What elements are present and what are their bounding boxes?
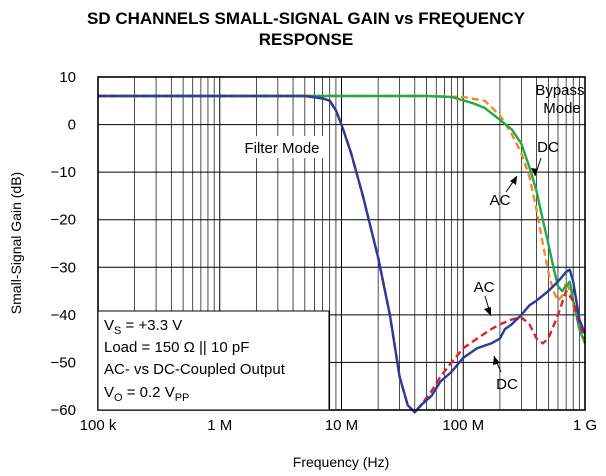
conditions-vo: VO = 0.2 VPP — [104, 384, 189, 404]
x-tick-label: 1 M — [207, 417, 232, 434]
conditions-load: Load = 150 Ω || 10 pF — [104, 339, 249, 356]
x-tick-label: 1 G — [573, 417, 597, 434]
annotation-dc-top: DC — [537, 139, 559, 156]
series-bypass-mode-ac — [98, 94, 587, 340]
x-tick-label: 10 M — [325, 417, 358, 434]
conditions-coupling: AC- vs DC-Coupled Output — [104, 361, 286, 378]
conditions-box — [97, 310, 330, 411]
y-tick-label: −50 — [51, 354, 76, 371]
chart-title-line2: RESPONSE — [259, 30, 353, 49]
dc-bottom-arrowhead — [493, 356, 500, 365]
y-axis-label: Small-Signal Gain (dB) — [8, 172, 24, 314]
series-bypass-mode-dc — [98, 94, 587, 344]
series-filter-mode-dc — [98, 94, 587, 414]
y-tick-label: 0 — [68, 117, 76, 134]
dc-top-arrowhead — [531, 168, 538, 176]
chart-title-line1: SD CHANNELS SMALL-SIGNAL GAIN vs FREQUEN… — [87, 9, 526, 28]
plot-frame — [97, 76, 586, 411]
y-tick-label: −40 — [51, 307, 76, 324]
y-tick-label: 10 — [59, 69, 76, 86]
x-tick-label: 100 k — [80, 417, 117, 434]
y-tick-label: −20 — [51, 212, 76, 229]
tick-labels: 100 k 1 M 10 M 100 M 1 G 10 0 −10 −20 −30 −40 −50 −6… — [51, 69, 598, 434]
conditions-vs: VS = +3.3 V — [104, 317, 182, 337]
ac-bottom-arrowhead — [484, 307, 491, 316]
x-tick-label: 100 M — [442, 417, 484, 434]
ac-top-arrowhead — [510, 176, 517, 185]
y-tick-label: −60 — [51, 402, 76, 419]
annotation-ac-bottom: AC — [474, 279, 495, 296]
annotation-filter-mode: Filter Mode — [244, 140, 319, 157]
filter-mode-label-bg — [232, 136, 328, 158]
x-axis-label: Frequency (Hz) — [293, 454, 389, 470]
series-layer — [98, 94, 587, 414]
annotation-dc-bottom: DC — [496, 376, 518, 393]
annotation-bypass-mode: Bypass Mode — [535, 82, 588, 117]
y-tick-label: −30 — [51, 259, 76, 276]
annotation-ac-top: AC — [490, 192, 511, 209]
y-tick-label: −10 — [51, 164, 76, 181]
